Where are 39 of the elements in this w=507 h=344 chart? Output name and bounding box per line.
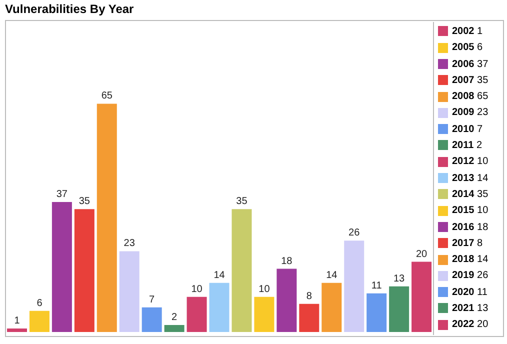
- data-label: 8: [306, 290, 312, 302]
- data-label: 37: [56, 189, 68, 200]
- data-label: 35: [78, 196, 90, 208]
- legend-label: 2022 20: [452, 319, 488, 330]
- legend-label: 2002 1: [452, 26, 483, 37]
- chart-title: Vulnerabilities By Year: [5, 2, 134, 16]
- legend-label: 2012 10: [452, 156, 488, 168]
- data-label: 20: [416, 248, 428, 260]
- data-label: 7: [149, 294, 156, 306]
- data-label: 65: [101, 90, 113, 102]
- legend-label: 2019 26: [452, 270, 488, 282]
- data-label: 6: [36, 298, 43, 309]
- data-label: 14: [326, 270, 338, 281]
- legend-label: 2016 18: [452, 222, 488, 233]
- legend-label: 2018 14: [452, 254, 488, 266]
- legend-label: 2021 13: [452, 303, 488, 314]
- legend-label: 2014 35: [452, 188, 488, 200]
- legend-label: 2005 6: [452, 42, 483, 54]
- data-label: 13: [393, 273, 406, 284]
- data-label: 10: [258, 284, 270, 295]
- legend-label: 2013 14: [452, 172, 488, 184]
- data-label: 14: [214, 270, 226, 281]
- legend-label: 2011 2: [452, 140, 482, 152]
- data-label: 26: [348, 228, 360, 239]
- data-label: 23: [124, 238, 136, 250]
- data-label: 1: [14, 315, 20, 326]
- legend-label: 2017 8: [452, 238, 483, 249]
- legend-label: 2009 23: [452, 107, 488, 118]
- data-label: 18: [281, 256, 293, 267]
- legend-label: 2006 37: [452, 58, 488, 70]
- data-label: 2: [172, 312, 178, 323]
- data-label: 35: [236, 196, 248, 208]
- legend-label: 2020 11: [452, 286, 488, 298]
- legend-label: 2015 10: [452, 205, 488, 216]
- data-label: 11: [371, 280, 382, 292]
- legend-label: 2007 35: [452, 74, 488, 86]
- legend-label: 2010 7: [452, 124, 483, 135]
- legend-label: 2008 65: [452, 91, 488, 102]
- data-label: 10: [191, 284, 203, 295]
